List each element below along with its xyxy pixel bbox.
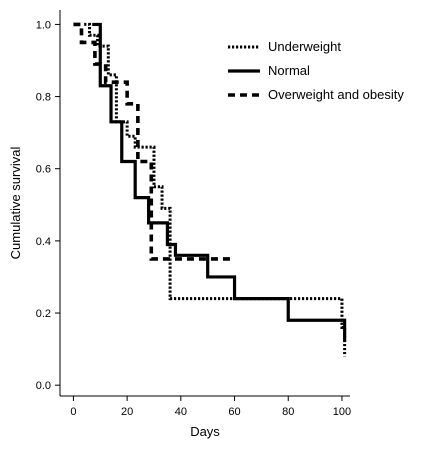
y-tick-label: 0.2 bbox=[36, 308, 51, 320]
series-layer bbox=[73, 22, 347, 357]
y-tick-label: 0.6 bbox=[36, 164, 51, 176]
legend: Underweight Normal Overweight and obesity bbox=[228, 39, 404, 102]
legend-label: Overweight and obesity bbox=[268, 87, 404, 102]
x-tick-label: 20 bbox=[121, 406, 133, 418]
series-line-solid bbox=[92, 22, 347, 342]
series-line-dotted bbox=[84, 22, 347, 357]
y-tick-label: 0.8 bbox=[36, 92, 51, 104]
y-tick-label: 0.0 bbox=[36, 380, 51, 392]
y-axis-title: Cumulative survival bbox=[8, 147, 23, 260]
x-tick-label: 100 bbox=[333, 406, 351, 418]
legend-label: Underweight bbox=[268, 39, 341, 54]
legend-label: Normal bbox=[268, 63, 310, 78]
x-tick-label: 0 bbox=[70, 406, 76, 418]
x-axis-title: Days bbox=[190, 424, 220, 439]
x-tick-label: 60 bbox=[228, 406, 240, 418]
x-tick-label: 80 bbox=[282, 406, 294, 418]
y-tick-label: 1.0 bbox=[36, 19, 51, 31]
x-tick-label: 40 bbox=[175, 406, 187, 418]
series-line-dashed bbox=[73, 22, 235, 261]
y-tick-label: 0.4 bbox=[36, 236, 51, 248]
axes: 0 20 40 60 80 100 0.0 0.2 0.4 0.6 0.8 1.0 bbox=[36, 10, 351, 418]
